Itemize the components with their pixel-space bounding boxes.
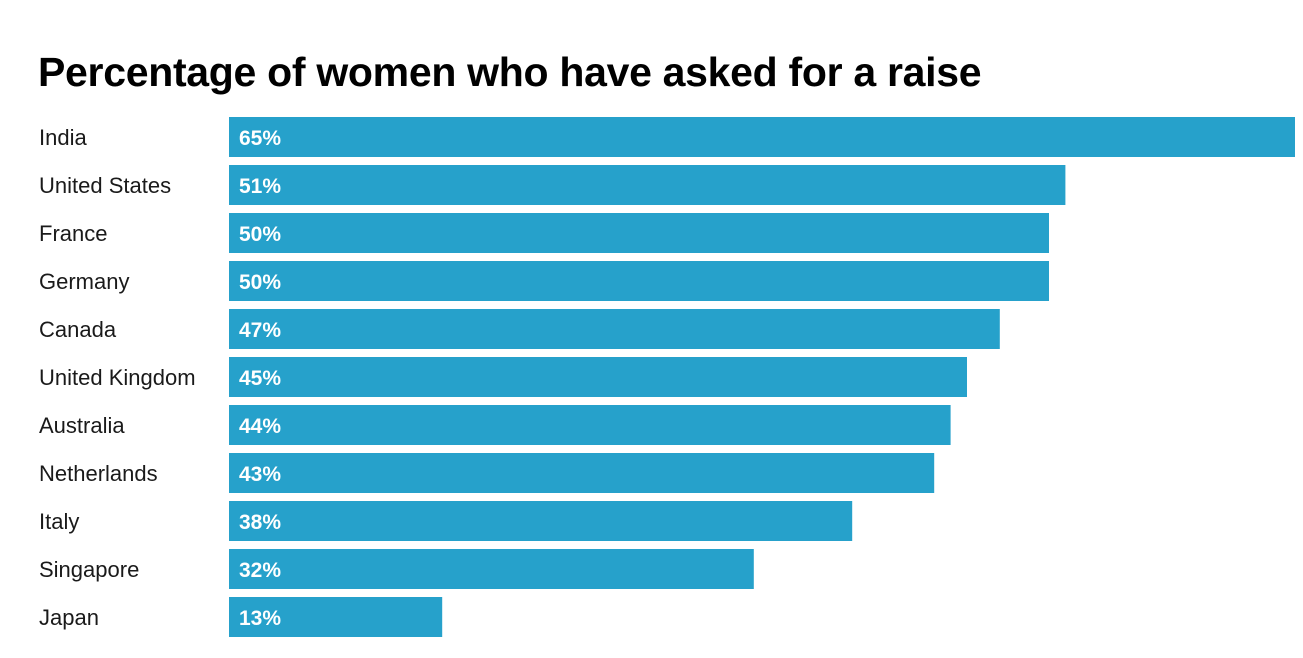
bar xyxy=(229,261,1049,301)
bar xyxy=(229,213,1049,253)
category-label: France xyxy=(39,221,107,246)
value-label: 45% xyxy=(239,367,281,390)
value-label: 50% xyxy=(239,271,281,294)
category-label: Italy xyxy=(39,509,79,534)
value-label: 38% xyxy=(239,511,281,534)
value-label: 50% xyxy=(239,223,281,246)
value-label: 13% xyxy=(239,607,281,630)
bar xyxy=(229,165,1066,205)
category-label: Canada xyxy=(39,317,117,342)
category-label: India xyxy=(39,125,87,150)
value-label: 47% xyxy=(239,319,281,342)
category-label: Netherlands xyxy=(39,461,158,486)
bar xyxy=(229,501,853,541)
bar xyxy=(229,117,1295,157)
bars-group: India 65% United States 51% France 50% Germany… xyxy=(39,117,1295,637)
bar xyxy=(229,549,754,589)
bar xyxy=(229,597,443,637)
chart-title: Percentage of women who have asked for a… xyxy=(38,49,982,95)
value-label: 65% xyxy=(239,127,281,150)
bar xyxy=(229,405,951,445)
bar xyxy=(229,357,967,397)
category-label: United Kingdom xyxy=(39,365,196,390)
value-label: 32% xyxy=(239,559,281,582)
bar xyxy=(229,453,935,493)
category-label: Germany xyxy=(39,269,129,294)
category-label: Australia xyxy=(39,413,125,438)
category-label: Singapore xyxy=(39,557,139,582)
category-label: Japan xyxy=(39,605,99,630)
value-label: 44% xyxy=(239,415,281,438)
value-label: 51% xyxy=(239,175,281,198)
value-label: 43% xyxy=(239,463,281,486)
bar xyxy=(229,309,1000,349)
category-label: United States xyxy=(39,173,171,198)
